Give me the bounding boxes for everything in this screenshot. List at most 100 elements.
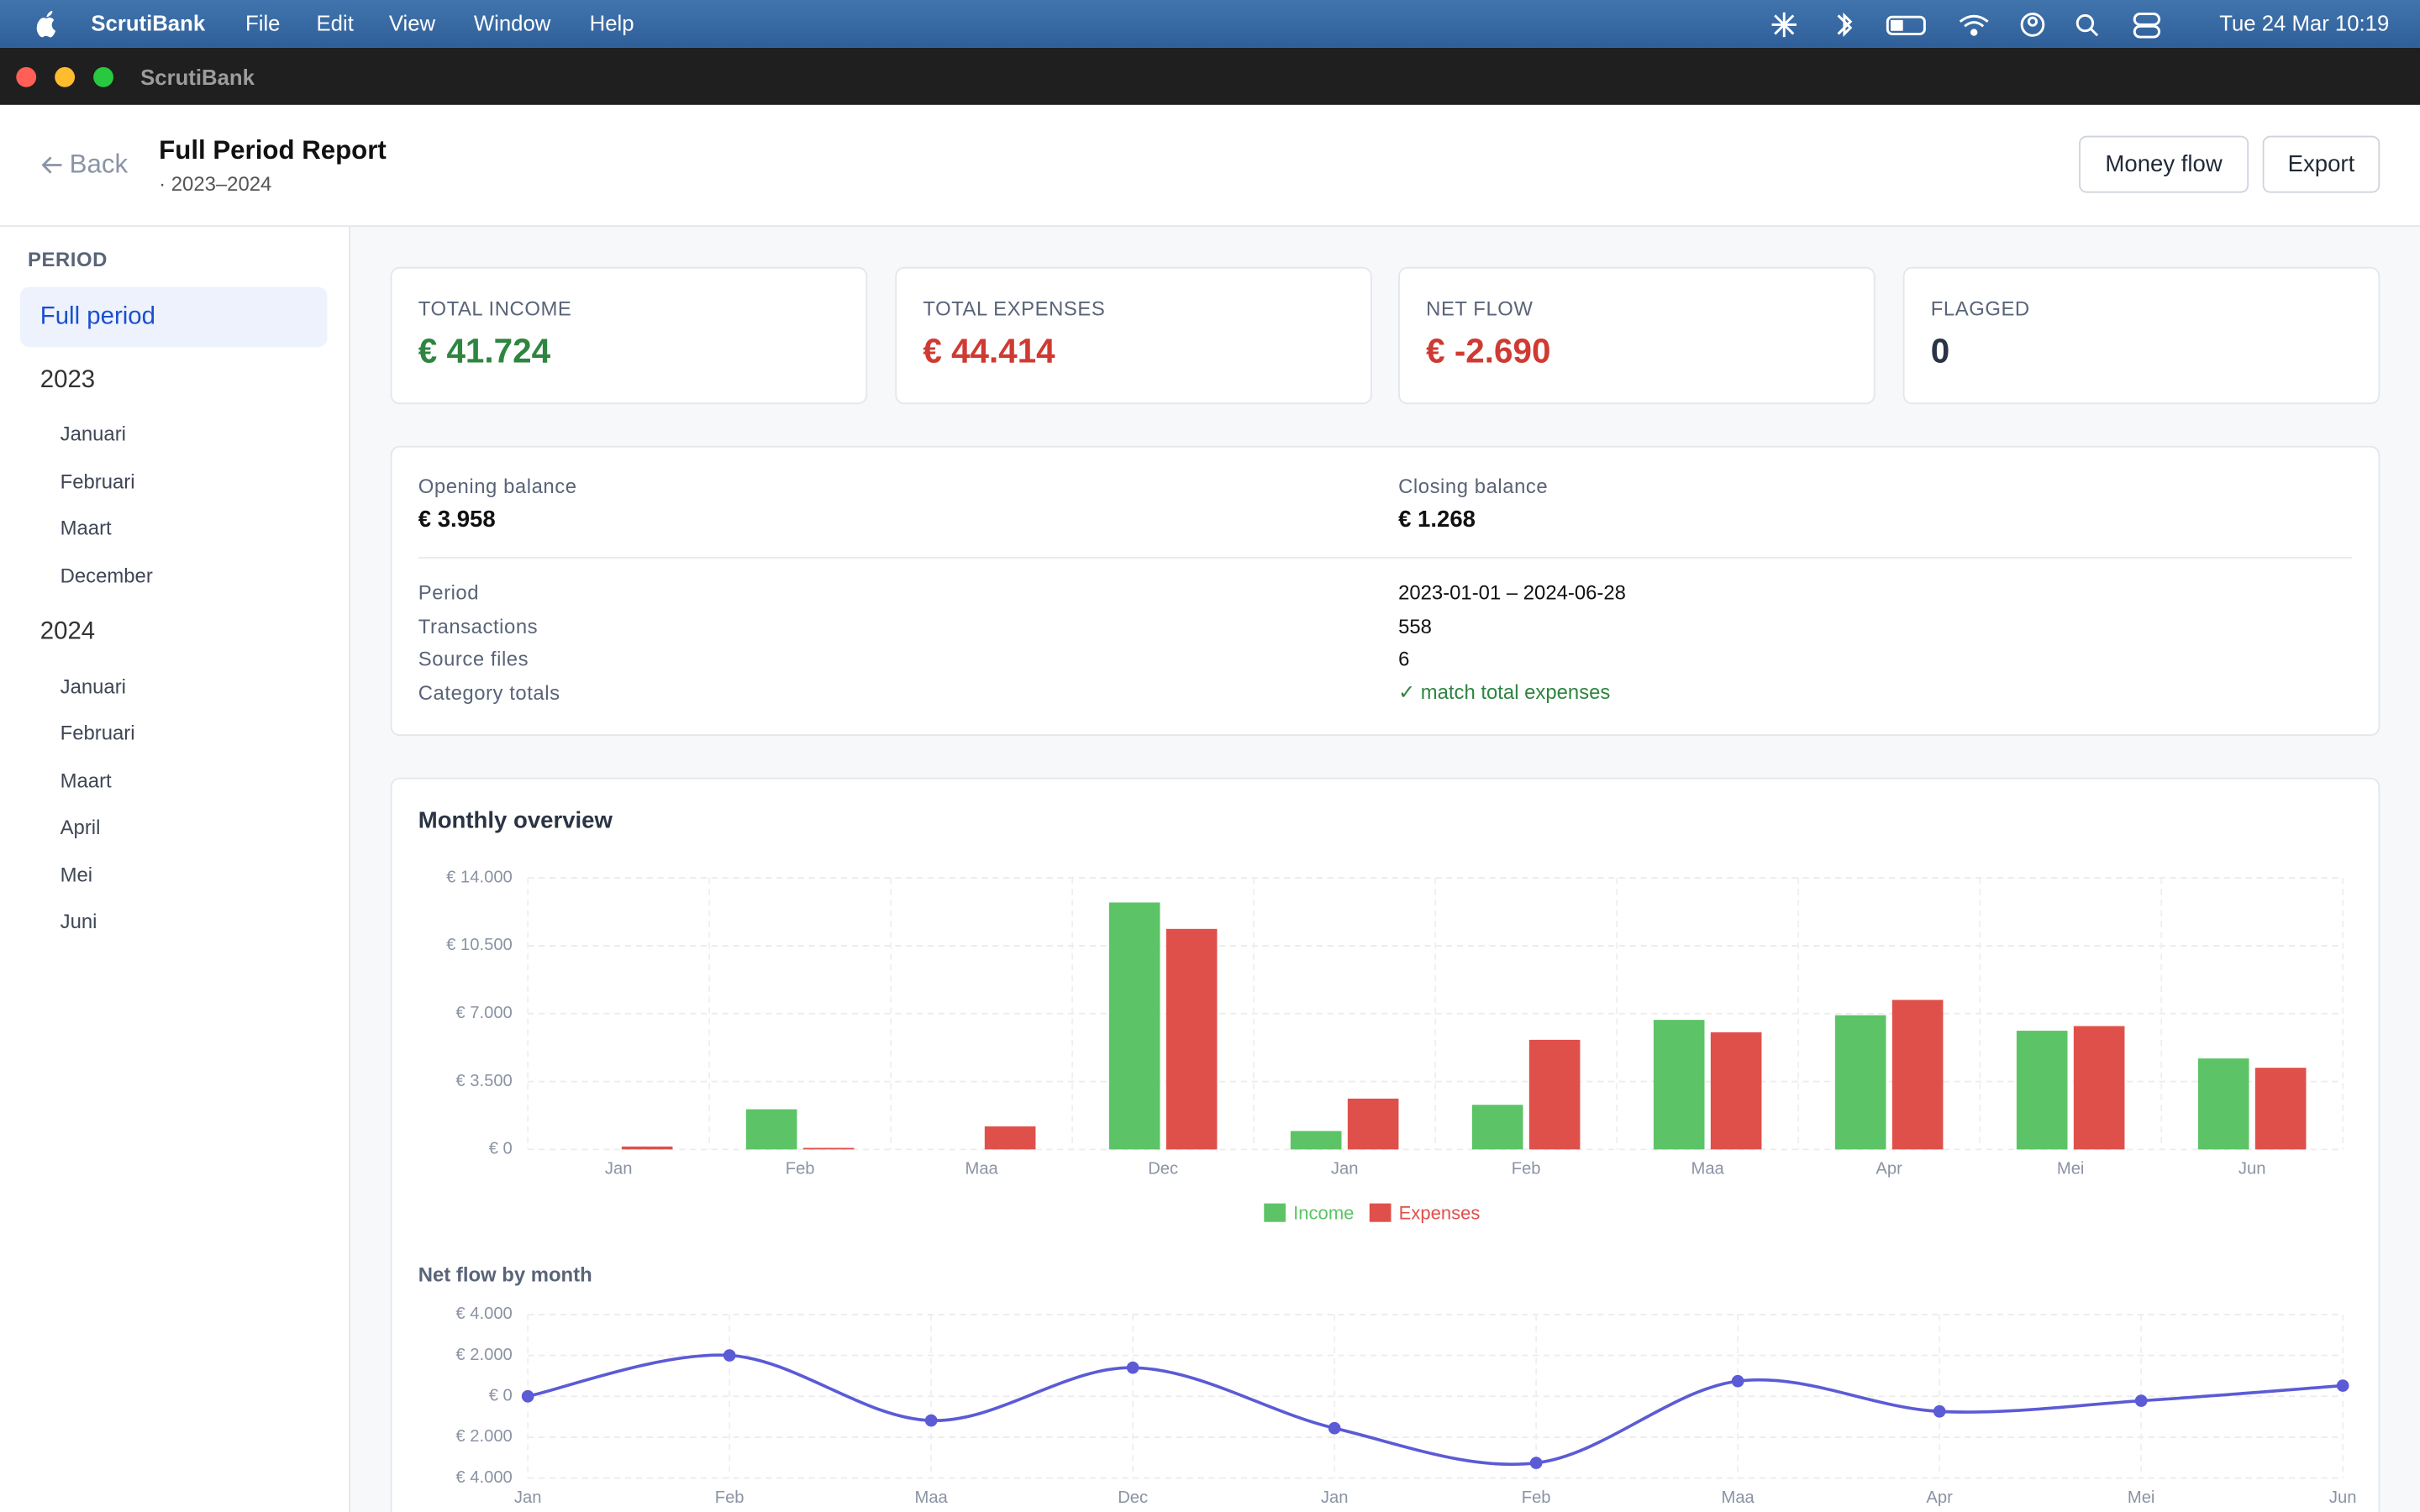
bar — [1471, 1105, 1523, 1150]
x-tick-label: Maa — [915, 1488, 949, 1507]
menubar — [0, 0, 2420, 48]
selected-highlight — [19, 286, 328, 348]
stat-value: € 44.414 — [923, 331, 1055, 370]
x-tick-label: Jun — [2238, 1160, 2266, 1179]
x-tick-label: Jan — [1321, 1488, 1349, 1507]
window-controls[interactable] — [13, 63, 121, 91]
x-tick-label: Apr — [1926, 1488, 1953, 1507]
bar — [1347, 1098, 1399, 1150]
menu-item[interactable]: File — [245, 10, 281, 36]
bar — [621, 1146, 673, 1150]
back-button[interactable]: Back — [69, 150, 129, 180]
summary-label: Opening balance — [418, 474, 577, 498]
x-tick-label: Dec — [1118, 1488, 1148, 1507]
legend-label: Income — [1293, 1202, 1354, 1223]
x-tick-label: Apr — [1876, 1160, 1902, 1179]
legend-swatch — [1264, 1203, 1286, 1222]
app-menu[interactable]: ScrutiBank — [91, 10, 206, 36]
net-flow-point — [1126, 1361, 1139, 1374]
menu-item[interactable]: View — [388, 10, 436, 36]
back-arrow[interactable] — [40, 155, 65, 176]
menu-item[interactable]: Help — [589, 10, 634, 36]
stat-card — [895, 266, 1372, 405]
menu-item[interactable]: Window — [473, 10, 551, 36]
stat-value: € 41.724 — [418, 331, 551, 370]
year-item[interactable]: 2024 — [39, 618, 96, 645]
month-item[interactable]: Januari — [60, 422, 126, 445]
export-button[interactable]: Export — [2262, 135, 2381, 193]
row-label: Source files — [418, 647, 529, 671]
chart-title: Monthly overview — [418, 807, 613, 834]
bar — [2197, 1058, 2249, 1150]
bar — [1891, 1000, 1944, 1150]
net-flow-point — [521, 1389, 534, 1403]
menu-item[interactable]: Edit — [316, 10, 354, 36]
stat-card — [390, 266, 868, 405]
chart-title: Net flow by month — [418, 1263, 592, 1286]
status-icons[interactable] — [1760, 6, 2176, 43]
stat-label: FLAGGED — [1930, 297, 2030, 321]
y-tick-label: € 3.500 — [455, 1072, 512, 1090]
row-label: Transactions — [418, 614, 539, 638]
month-item[interactable]: Juni — [60, 909, 97, 933]
y-tick-label: € 4.000 — [455, 1305, 512, 1323]
x-tick-label: Feb — [715, 1488, 744, 1507]
net-flow-point — [1731, 1374, 1744, 1388]
y-tick-label: € 4.000 — [455, 1468, 512, 1487]
sidebar-heading: PERIOD — [28, 247, 108, 271]
x-tick-label: Jan — [1331, 1160, 1359, 1179]
x-tick-label: Jun — [2329, 1488, 2357, 1507]
sidebar — [0, 227, 350, 1512]
bar — [1710, 1032, 1762, 1150]
x-tick-label: Maa — [1691, 1160, 1725, 1179]
bar — [984, 1126, 1036, 1150]
stat-card — [1398, 266, 1876, 405]
bar — [2073, 1026, 2125, 1150]
y-tick-label: € 7.000 — [455, 1004, 512, 1022]
bar — [1834, 1015, 1886, 1150]
month-item[interactable]: Mei — [60, 863, 93, 887]
period-item[interactable]: Full period — [39, 303, 155, 331]
stat-label: NET FLOW — [1426, 297, 1534, 321]
x-tick-label: Maa — [1722, 1488, 1755, 1507]
money-flow-button[interactable]: Money flow — [2079, 135, 2249, 193]
row-value: 2023-01-01 – 2024-06-28 — [1398, 580, 1626, 605]
month-item[interactable]: December — [60, 564, 153, 587]
x-tick-label: Feb — [1512, 1160, 1541, 1179]
bar — [1528, 1039, 1581, 1150]
net-flow-point — [1933, 1404, 1946, 1418]
bar — [1108, 902, 1160, 1150]
month-item[interactable]: Februari — [60, 721, 135, 745]
year-item[interactable]: 2023 — [39, 367, 96, 394]
stat-value: 0 — [1930, 331, 1950, 370]
divider — [418, 557, 2353, 559]
x-tick-label: Feb — [1522, 1488, 1551, 1507]
net-flow-point — [1529, 1457, 1543, 1469]
row-label: Period — [418, 580, 480, 605]
stat-card — [1902, 266, 2381, 405]
bar — [802, 1147, 855, 1150]
y-tick-label: € 2.000 — [455, 1427, 512, 1446]
month-item[interactable]: Februari — [60, 470, 135, 493]
x-tick-label: Feb — [786, 1160, 815, 1179]
month-item[interactable]: Maart — [60, 516, 112, 539]
window-title: ScrutiBank — [140, 65, 255, 90]
month-item[interactable]: Maart — [60, 769, 112, 793]
page-title: Full Period Report — [159, 135, 387, 165]
y-tick-label: € 10.500 — [446, 936, 513, 954]
apple-logo[interactable] — [34, 9, 58, 39]
net-flow-point — [1328, 1421, 1341, 1435]
x-tick-label: Dec — [1148, 1160, 1178, 1179]
summary-value: € 3.958 — [418, 507, 496, 533]
clock[interactable]: Tue 24 Mar 10:19 — [2219, 10, 2390, 36]
bar — [2016, 1031, 2068, 1150]
month-item[interactable]: Januari — [60, 675, 126, 699]
legend-label: Expenses — [1399, 1202, 1481, 1223]
summary-card — [390, 445, 2381, 737]
month-item[interactable]: April — [60, 815, 101, 839]
bar — [745, 1109, 797, 1150]
y-tick-label: € 14.000 — [446, 868, 513, 886]
y-tick-label: € 2.000 — [455, 1346, 512, 1364]
